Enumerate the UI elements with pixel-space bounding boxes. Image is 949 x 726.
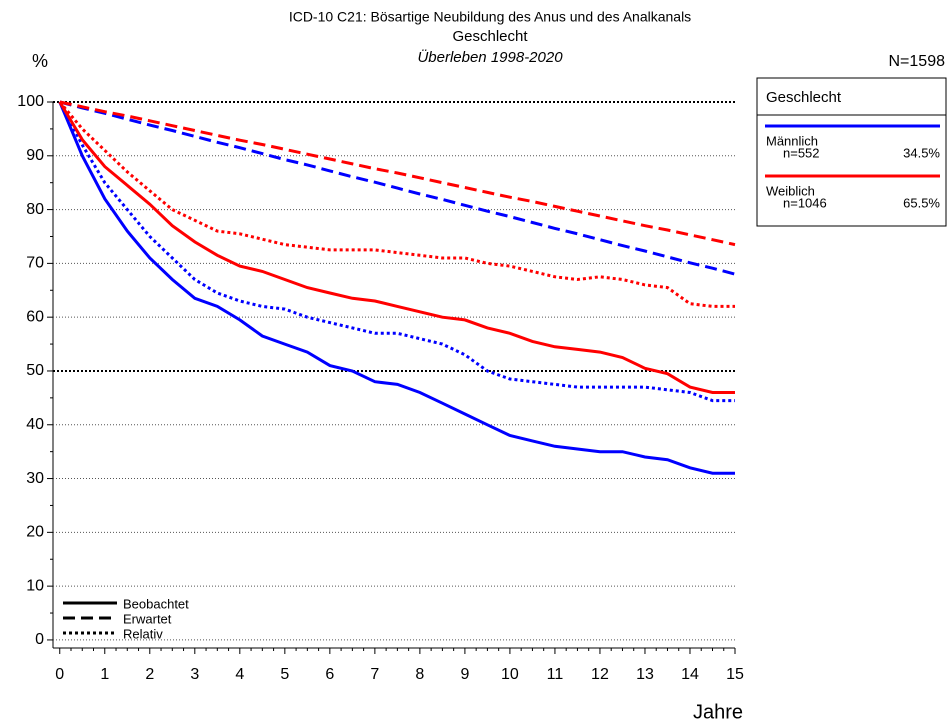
y-tick-label: 60 (26, 308, 44, 325)
x-tick-label: 2 (145, 666, 154, 683)
y-tick-label: 70 (26, 255, 44, 272)
x-tick-label: 15 (726, 666, 744, 683)
legend-count: n=552 (783, 145, 820, 160)
x-tick-label: 1 (100, 666, 109, 683)
legend-title: Geschlecht (766, 89, 842, 106)
survival-line (58, 101, 735, 394)
y-tick-label: 20 (26, 524, 44, 541)
x-tick-label: 10 (501, 666, 519, 683)
x-tick-label: 5 (280, 666, 289, 683)
x-tick-label: 13 (636, 666, 654, 683)
legend-name: Weiblich (766, 183, 815, 198)
y-tick-label: 100 (17, 93, 44, 110)
y-tick-label: 80 (26, 201, 44, 218)
x-tick-label: 6 (325, 666, 334, 683)
x-tick-label: 7 (370, 666, 379, 683)
chart-subtitle: Geschlecht (452, 28, 528, 45)
x-tick-label: 14 (681, 666, 699, 683)
x-tick-label: 4 (235, 666, 244, 683)
style-name: Beobachtet (123, 596, 189, 611)
survival-line (58, 101, 735, 475)
x-tick-label: 8 (415, 666, 424, 683)
y-tick-label: 90 (26, 147, 44, 164)
legend-box (756, 77, 947, 227)
y-tick-label: 10 (26, 577, 44, 594)
x-tick-label: 12 (591, 666, 609, 683)
x-tick-label: 3 (190, 666, 199, 683)
survival-line (58, 101, 735, 308)
survival-line (59, 100, 736, 247)
y-tick-label: 0 (35, 631, 44, 648)
legend-share: 65.5% (903, 195, 940, 210)
x-tick-label: 0 (55, 666, 64, 683)
style-name: Erwartet (123, 611, 172, 626)
survival-line (58, 101, 735, 403)
y-tick-label: 50 (26, 362, 44, 379)
legend-count: n=1046 (783, 195, 827, 210)
y-tick-label: 40 (26, 416, 44, 433)
total-count: N=1598 (889, 53, 946, 70)
x-tick-label: 9 (460, 666, 469, 683)
y-axis-label: % (32, 51, 48, 71)
x-axis-label: Jahre (693, 701, 743, 723)
x-tick-label: 11 (547, 666, 564, 683)
y-tick-label: 30 (26, 470, 44, 487)
legend-share: 34.5% (903, 145, 940, 160)
chart-period: Überleben 1998-2020 (417, 48, 563, 66)
chart-title: ICD-10 C21: Bösartige Neubildung des Anu… (289, 9, 691, 25)
survival-line (59, 100, 736, 276)
style-name: Relativ (123, 626, 163, 641)
legend-name: Männlich (766, 133, 818, 148)
